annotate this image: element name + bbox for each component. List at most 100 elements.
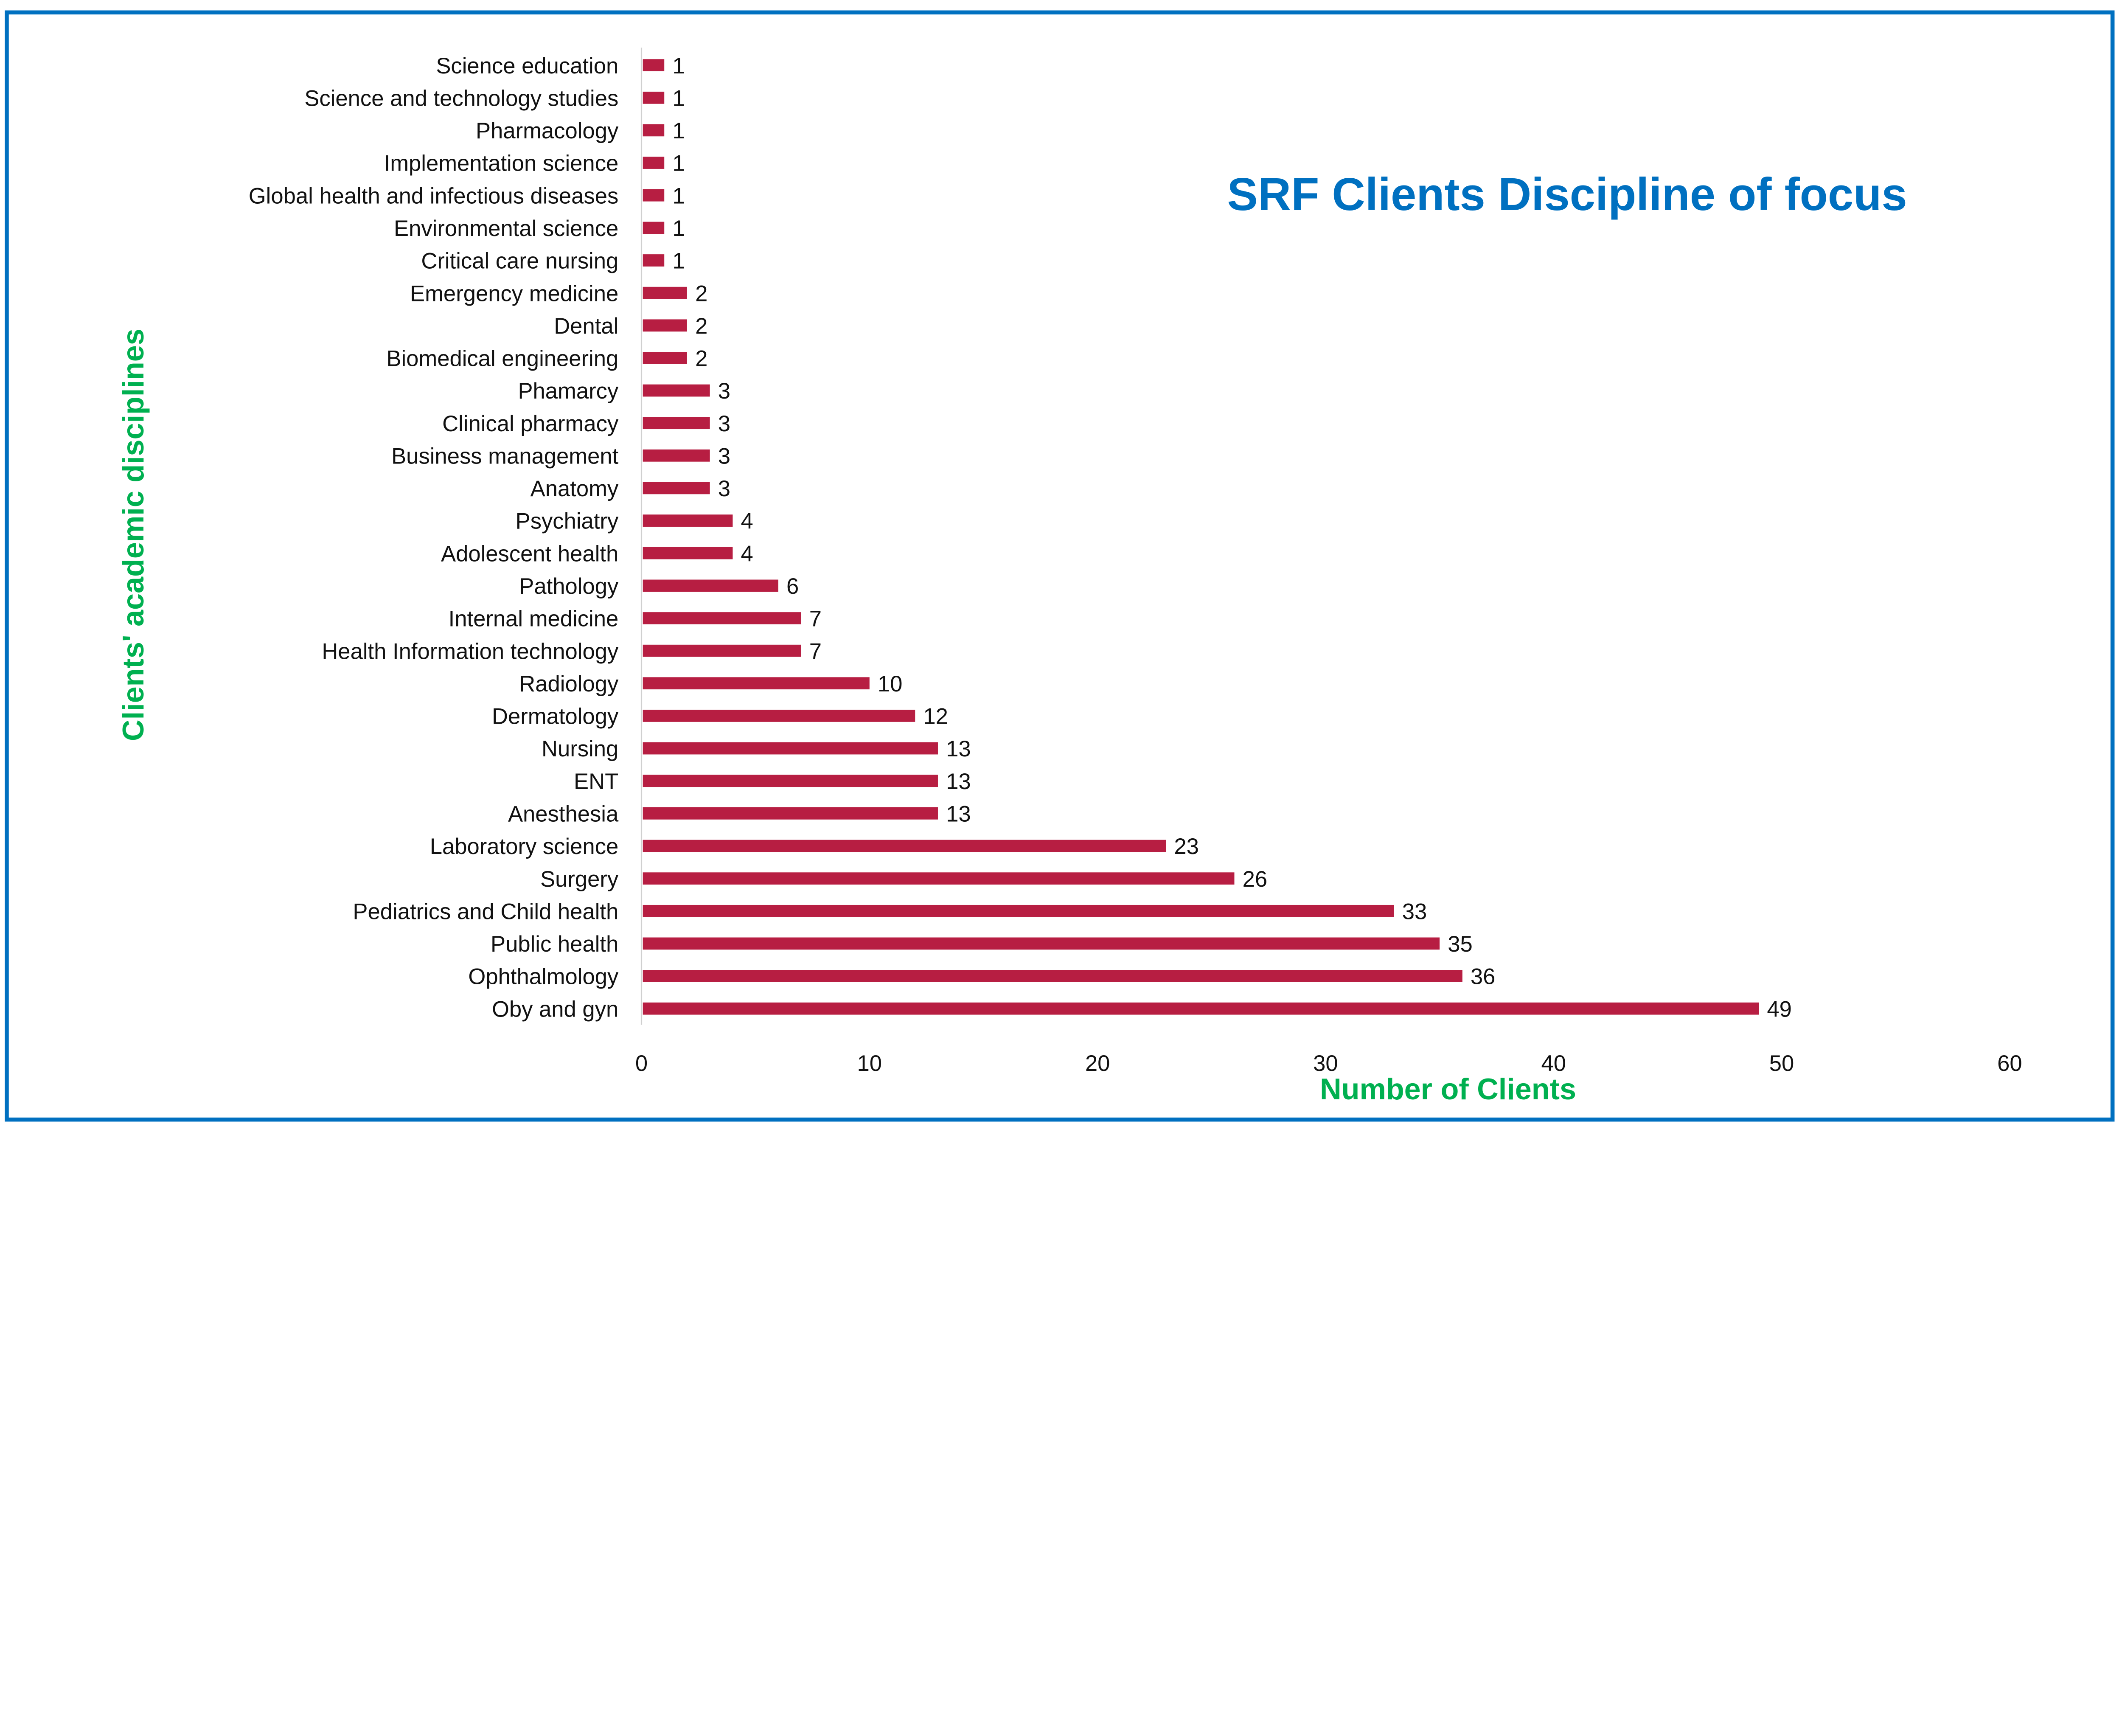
data-label: 7	[809, 639, 822, 664]
bar	[643, 644, 801, 657]
bar	[643, 124, 665, 137]
bars-group: Science education 1 Science and technology…	[249, 53, 1792, 1022]
bar	[643, 319, 687, 332]
chart: SRF Clients Discipline of focus Clients'…	[5, 10, 2115, 1122]
bar	[643, 840, 1166, 852]
x-tick-label: 50	[1769, 1051, 1794, 1076]
bar	[643, 287, 687, 299]
category-label: Phamarcy	[518, 379, 619, 404]
data-label: 1	[672, 216, 685, 241]
data-label: 36	[1471, 964, 1496, 989]
data-label: 49	[1767, 997, 1792, 1022]
bar	[643, 677, 870, 690]
bar	[643, 59, 665, 71]
data-label: 10	[878, 671, 903, 697]
category-label: Oby and gyn	[492, 997, 618, 1022]
chart-title: SRF Clients Discipline of focus	[1227, 169, 1907, 220]
bar	[643, 254, 665, 267]
bar	[643, 482, 710, 494]
bar	[643, 775, 938, 787]
bar	[643, 514, 733, 527]
bar	[643, 449, 710, 462]
data-label: 3	[718, 444, 730, 469]
data-label: 1	[672, 86, 685, 111]
x-tick-label: 40	[1541, 1051, 1566, 1076]
bar	[643, 384, 710, 397]
category-label: Adolescent health	[441, 541, 618, 566]
category-label: Business management	[391, 444, 619, 469]
bar	[643, 905, 1394, 917]
category-label: Anatomy	[530, 476, 619, 501]
bar	[643, 157, 665, 169]
category-label: Internal medicine	[449, 607, 619, 632]
chart-border	[5, 10, 2115, 1122]
bar	[643, 352, 687, 364]
x-ticks-group: 0 10 20 30 40 50 60	[635, 1051, 2022, 1076]
category-label: Critical care nursing	[421, 249, 618, 274]
data-label: 3	[718, 411, 730, 436]
data-label: 35	[1448, 932, 1473, 957]
data-label: 1	[672, 151, 685, 176]
data-label: 7	[809, 607, 822, 632]
x-axis-title: Number of Clients	[1320, 1072, 1576, 1106]
bar	[643, 1002, 1759, 1015]
data-label: 1	[672, 249, 685, 274]
data-label: 1	[672, 183, 685, 208]
bar	[643, 579, 778, 592]
data-label: 2	[695, 346, 707, 371]
category-label: Pharmacology	[476, 118, 619, 143]
category-label: Public health	[491, 932, 618, 957]
category-label: Pediatrics and Child health	[353, 899, 618, 924]
category-label: Laboratory science	[430, 834, 619, 859]
category-label: Emergency medicine	[410, 281, 618, 306]
bar	[643, 807, 938, 820]
category-label: Biomedical engineering	[386, 346, 618, 371]
data-label: 23	[1174, 834, 1199, 859]
x-tick-label: 20	[1085, 1051, 1110, 1076]
data-label: 2	[695, 314, 707, 339]
category-label: Anesthesia	[508, 802, 619, 827]
x-tick-label: 30	[1313, 1051, 1338, 1076]
x-tick-label: 0	[635, 1051, 648, 1076]
category-label: Pathology	[519, 574, 619, 599]
data-label: 13	[946, 802, 971, 827]
data-label: 3	[718, 476, 730, 501]
bar	[643, 872, 1235, 885]
category-label: Health Information technology	[322, 639, 619, 664]
data-label: 13	[946, 736, 971, 761]
category-label: Dermatology	[492, 704, 619, 729]
data-label: 6	[786, 574, 799, 599]
bar	[643, 937, 1440, 950]
category-label: Implementation science	[384, 151, 619, 176]
category-label: Radiology	[519, 671, 619, 697]
bar	[643, 417, 710, 430]
category-label: Ophthalmology	[468, 964, 619, 989]
data-label: 1	[672, 118, 685, 143]
data-label: 13	[946, 769, 971, 794]
bar	[643, 970, 1462, 982]
bar	[643, 222, 665, 234]
category-label: Environmental science	[394, 216, 618, 241]
category-label: Science education	[436, 53, 618, 79]
x-tick-label: 10	[857, 1051, 882, 1076]
data-label: 3	[718, 379, 730, 404]
category-label: Clinical pharmacy	[442, 411, 619, 436]
data-label: 12	[923, 704, 948, 729]
category-label: Global health and infectious diseases	[249, 183, 619, 208]
bar	[643, 547, 733, 559]
bar	[643, 612, 801, 624]
y-axis-title: Clients' academic disciplines	[116, 329, 150, 741]
category-label: Nursing	[542, 736, 618, 761]
data-label: 2	[695, 281, 707, 306]
data-label: 4	[741, 541, 753, 566]
bar	[643, 189, 665, 202]
data-label: 33	[1402, 899, 1427, 924]
category-label: ENT	[574, 769, 618, 794]
bar	[643, 710, 915, 722]
category-label: Dental	[554, 314, 618, 339]
x-tick-label: 60	[1997, 1051, 2022, 1076]
category-label: Surgery	[540, 867, 619, 892]
category-label: Science and technology studies	[304, 86, 618, 111]
data-label: 4	[741, 509, 753, 534]
bar	[643, 742, 938, 755]
